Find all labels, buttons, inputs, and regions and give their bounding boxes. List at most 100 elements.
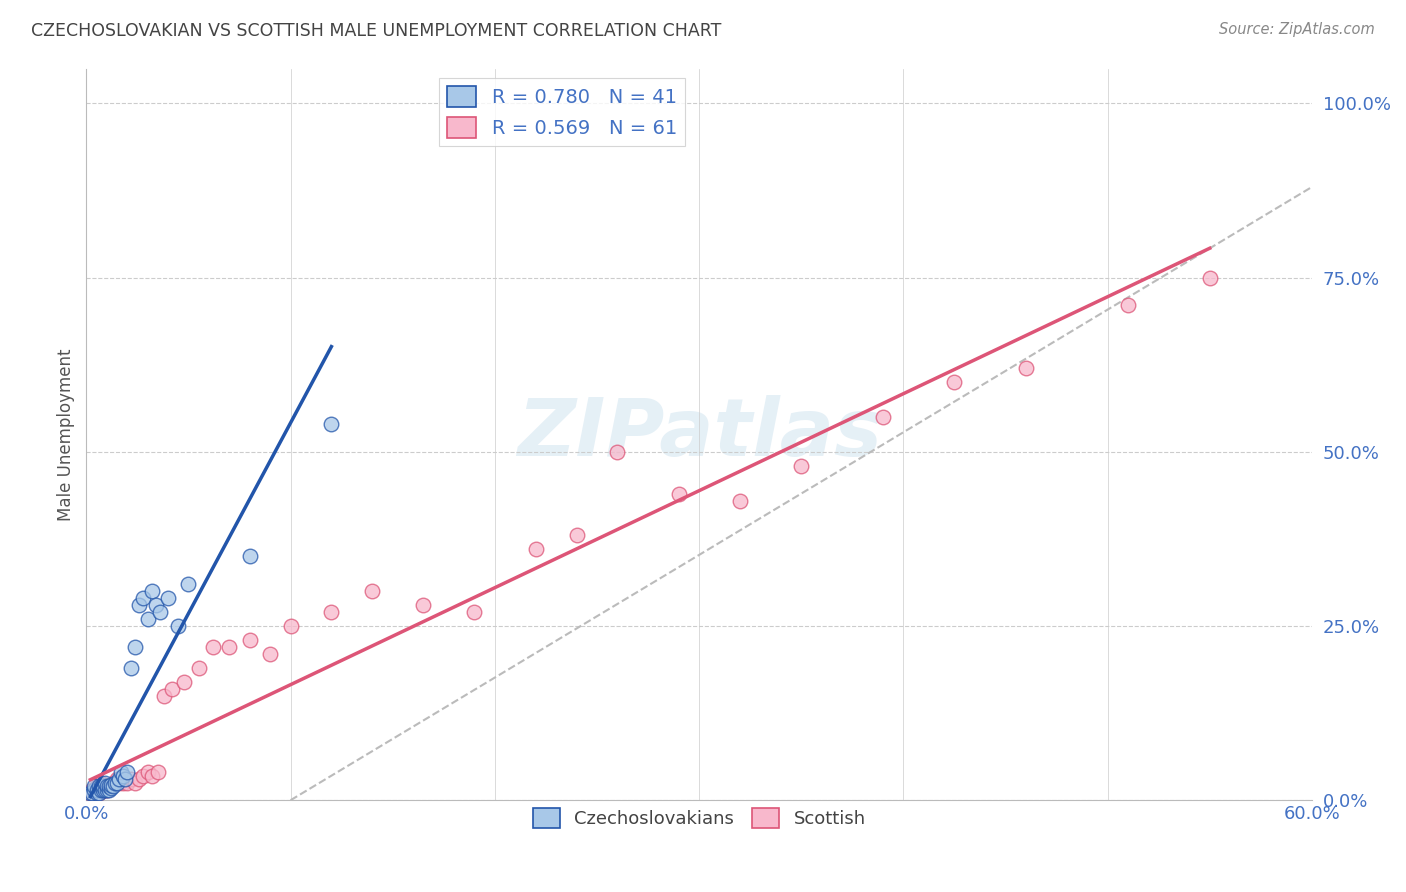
Point	[86, 782, 108, 797]
Point	[87, 786, 110, 800]
Point	[187, 661, 209, 675]
Point	[90, 779, 112, 793]
Point	[114, 772, 136, 787]
Point	[83, 782, 105, 797]
Point	[361, 584, 384, 599]
Point	[86, 779, 108, 793]
Point	[114, 772, 136, 787]
Point	[100, 778, 122, 792]
Point	[82, 786, 104, 800]
Point	[79, 786, 101, 800]
Point	[96, 782, 118, 797]
Point	[93, 776, 115, 790]
Point	[97, 779, 120, 793]
Point	[82, 782, 104, 797]
Point	[91, 779, 114, 793]
Point	[108, 776, 131, 790]
Point	[943, 375, 966, 389]
Point	[96, 779, 118, 793]
Point	[136, 612, 159, 626]
Point	[524, 542, 547, 557]
Point	[790, 458, 813, 473]
Point	[160, 681, 183, 696]
Point	[93, 782, 115, 797]
Point	[149, 605, 172, 619]
Point	[101, 779, 124, 793]
Point	[105, 776, 128, 790]
Point	[128, 598, 150, 612]
Point	[91, 779, 114, 793]
Point	[565, 528, 588, 542]
Point	[90, 779, 112, 793]
Point	[97, 779, 120, 793]
Point	[239, 632, 262, 647]
Point	[124, 776, 146, 790]
Point	[110, 765, 132, 780]
Point	[1015, 361, 1038, 376]
Point	[167, 619, 190, 633]
Point	[120, 772, 142, 787]
Point	[141, 584, 163, 599]
Point	[90, 782, 112, 797]
Point	[86, 782, 108, 797]
Y-axis label: Male Unemployment: Male Unemployment	[58, 348, 75, 521]
Point	[1116, 298, 1139, 312]
Point	[110, 772, 132, 787]
Point	[606, 444, 628, 458]
Legend: Czechoslovakians, Scottish: Czechoslovakians, Scottish	[526, 801, 873, 835]
Point	[177, 577, 200, 591]
Text: Source: ZipAtlas.com: Source: ZipAtlas.com	[1219, 22, 1375, 37]
Point	[86, 786, 108, 800]
Point	[93, 779, 115, 793]
Point	[87, 779, 110, 793]
Point	[86, 786, 108, 800]
Point	[321, 417, 343, 431]
Text: CZECHOSLOVAKIAN VS SCOTTISH MALE UNEMPLOYMENT CORRELATION CHART: CZECHOSLOVAKIAN VS SCOTTISH MALE UNEMPLO…	[31, 22, 721, 40]
Point	[173, 674, 195, 689]
Point	[83, 782, 105, 797]
Point	[104, 776, 127, 790]
Point	[90, 782, 112, 797]
Point	[104, 776, 127, 790]
Point	[91, 782, 114, 797]
Point	[115, 765, 138, 780]
Point	[239, 549, 262, 564]
Point	[115, 776, 138, 790]
Point	[1198, 270, 1220, 285]
Point	[463, 605, 485, 619]
Point	[105, 772, 128, 787]
Text: ZIPatlas: ZIPatlas	[516, 395, 882, 474]
Point	[141, 769, 163, 783]
Point	[201, 640, 224, 654]
Point	[280, 619, 302, 633]
Point	[93, 782, 115, 797]
Point	[728, 493, 751, 508]
Point	[124, 640, 146, 654]
Point	[96, 782, 118, 797]
Point	[153, 689, 176, 703]
Point	[87, 779, 110, 793]
Point	[156, 591, 179, 606]
Point	[90, 776, 112, 790]
Point	[100, 779, 122, 793]
Point	[83, 779, 105, 793]
Point	[101, 776, 124, 790]
Point	[136, 765, 159, 780]
Point	[120, 661, 142, 675]
Point	[100, 780, 122, 795]
Point	[87, 786, 110, 800]
Point	[112, 776, 135, 790]
Point	[79, 786, 101, 800]
Point	[83, 786, 105, 800]
Point	[97, 782, 120, 797]
Point	[132, 591, 155, 606]
Point	[82, 786, 104, 800]
Point	[218, 640, 240, 654]
Point	[108, 772, 131, 787]
Point	[321, 605, 343, 619]
Point	[872, 409, 894, 424]
Point	[132, 769, 155, 783]
Point	[112, 769, 135, 783]
Point	[91, 782, 114, 797]
Point	[96, 779, 118, 793]
